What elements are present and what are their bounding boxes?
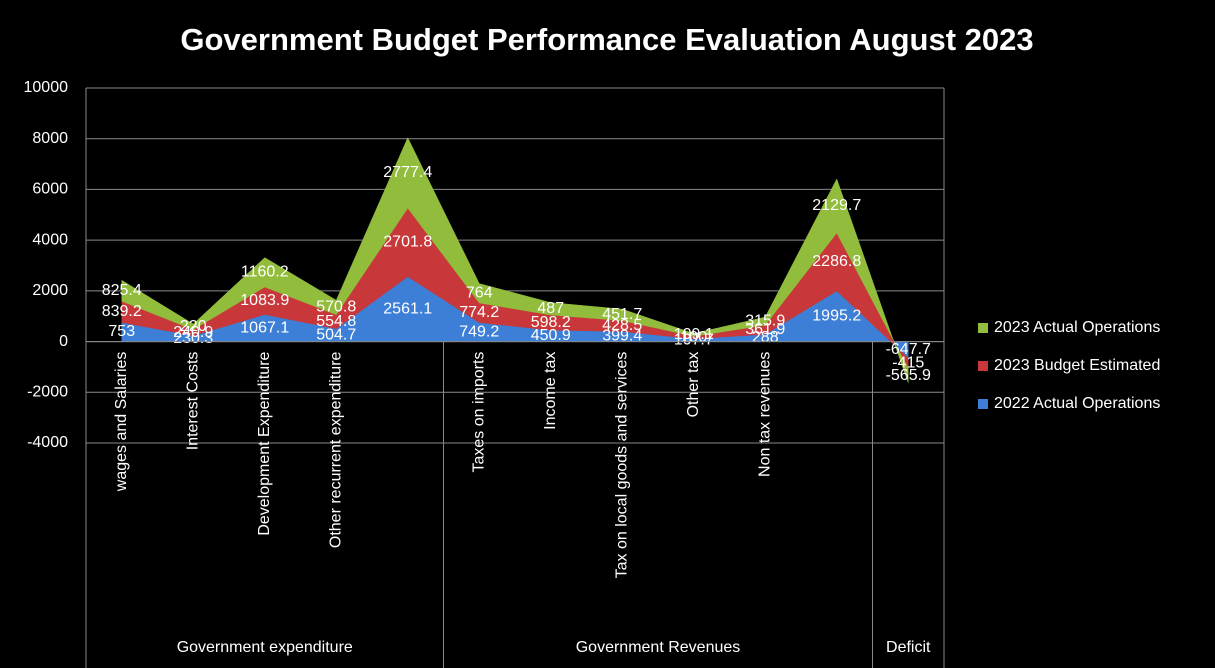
- group-label: Government Revenues: [576, 639, 741, 656]
- value-label: 450.9: [531, 327, 571, 344]
- value-label: 749.2: [459, 323, 499, 340]
- value-label: 825.4: [102, 282, 142, 299]
- value-label: 2777.4: [383, 164, 432, 181]
- x-tick-label: Taxes on imports: [470, 352, 487, 473]
- value-label: 570.8: [316, 299, 356, 316]
- legend-label: 2023 Budget Estimated: [994, 357, 1160, 374]
- value-label: 487: [537, 300, 564, 317]
- value-label: 361.9: [745, 321, 785, 338]
- value-label: 764: [466, 284, 493, 301]
- value-label: 1083.9: [240, 292, 289, 309]
- legend-swatch: [978, 323, 988, 333]
- value-label: 107.7: [674, 331, 714, 348]
- value-label: -647.7: [886, 341, 931, 358]
- x-tick-label: wages and Salaries: [113, 352, 130, 493]
- x-tick-label: Other recurrent expenditure: [327, 351, 344, 548]
- value-label: -565.9: [886, 367, 931, 384]
- value-label: 839.2: [102, 303, 142, 320]
- legend-swatch: [978, 361, 988, 371]
- y-tick-label: 6000: [32, 181, 68, 198]
- y-tick-label: 10000: [24, 79, 69, 96]
- value-label: 230.3: [173, 330, 213, 347]
- value-label: 774.2: [459, 304, 499, 321]
- value-label: 554.8: [316, 313, 356, 330]
- value-label: 2561.1: [383, 300, 432, 317]
- x-tick-label: Interest Costs: [184, 352, 201, 451]
- y-tick-label: 8000: [32, 130, 68, 147]
- chart-title: Government Budget Performance Evaluation…: [180, 22, 1033, 57]
- legend-label: 2022 Actual Operations: [994, 395, 1160, 412]
- value-label: 2701.8: [383, 234, 432, 251]
- value-label: 220: [180, 318, 207, 335]
- y-tick-label: -4000: [27, 434, 68, 451]
- value-label: 451.7: [602, 306, 642, 323]
- value-label: 598.2: [531, 314, 571, 331]
- value-label: 2129.7: [812, 197, 861, 214]
- value-label: 1067.1: [240, 319, 289, 336]
- area: [121, 137, 909, 383]
- y-tick-label: 0: [59, 333, 68, 350]
- x-tick-label: Income tax: [542, 352, 559, 430]
- value-label: 1995.2: [812, 307, 861, 324]
- value-label: 428.5: [602, 317, 642, 334]
- legend-swatch: [978, 399, 988, 409]
- value-label: 2286.8: [812, 253, 861, 270]
- x-tick-label: Other tax: [685, 352, 702, 418]
- legend-label: 2023 Actual Operations: [994, 319, 1160, 336]
- x-tick-label: Non tax revenues: [756, 352, 773, 477]
- group-label: Government expenditure: [177, 639, 353, 656]
- y-tick-label: -2000: [27, 384, 68, 401]
- x-tick-label: Development Expenditure: [256, 351, 273, 535]
- y-tick-label: 4000: [32, 231, 68, 248]
- value-label: -415: [892, 354, 924, 371]
- value-label: 753: [108, 323, 135, 340]
- value-label: 240.9: [173, 324, 213, 341]
- value-label: 399.4: [602, 328, 642, 345]
- y-tick-label: 2000: [32, 282, 68, 299]
- value-label: 315.9: [745, 312, 785, 329]
- group-label: Deficit: [886, 639, 931, 656]
- value-label: 504.7: [316, 326, 356, 343]
- value-label: 1160.2: [241, 264, 289, 281]
- x-tick-label: Tax on local goods and services: [613, 352, 630, 579]
- value-label: 109.1: [674, 326, 714, 343]
